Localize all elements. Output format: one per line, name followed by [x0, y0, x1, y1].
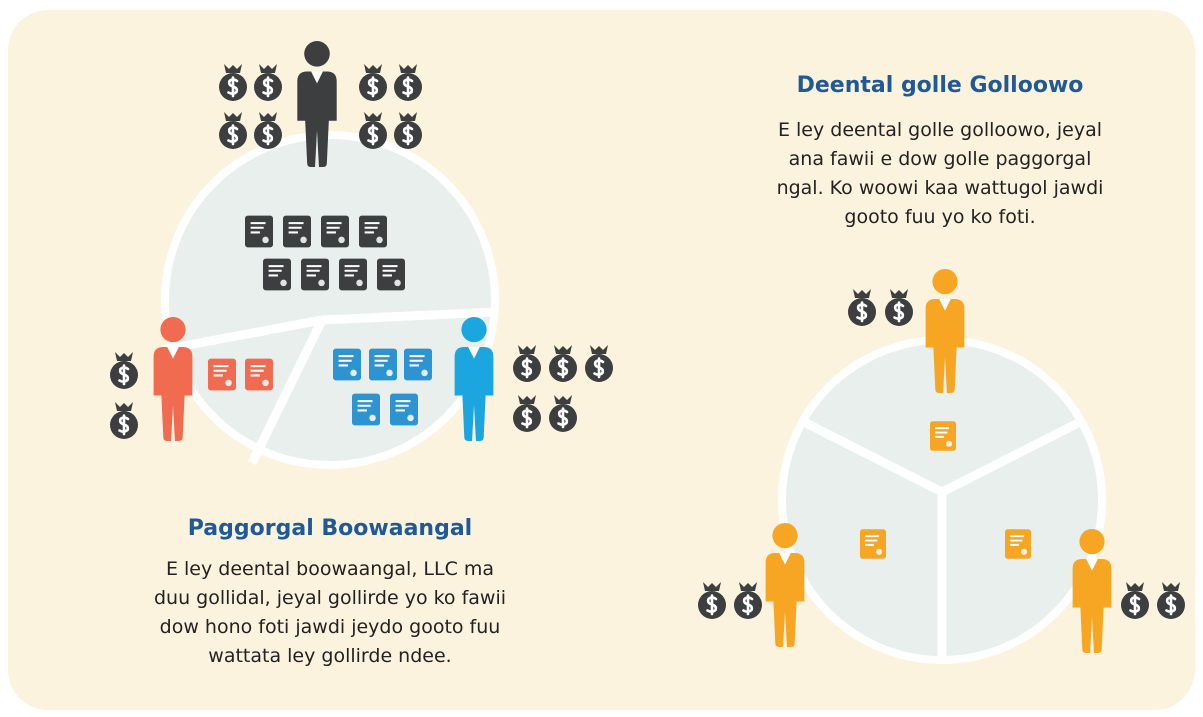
document-icon — [321, 216, 349, 248]
left-text: duu gollidal, jeyal gollirde yo ko fawii — [154, 587, 506, 609]
left-text: E ley deental boowaangal, LLC ma — [166, 558, 494, 580]
right-title: Deental golle Golloowo — [797, 73, 1084, 98]
right-text: ngal. Ko woowi kaa wattugol jawdi — [777, 177, 1104, 199]
right-text: ana fawii e dow golle paggorgal — [789, 148, 1092, 170]
document-icon — [369, 349, 397, 381]
infographic: Paggorgal Boowaangal E ley deental boowa… — [0, 0, 1203, 717]
left-pie — [162, 135, 497, 465]
document-icon — [301, 259, 329, 291]
left-title: Paggorgal Boowaangal — [188, 516, 472, 541]
document-icon — [245, 359, 273, 391]
document-icon — [860, 529, 886, 558]
document-icon — [1005, 529, 1031, 558]
document-icon — [339, 259, 367, 291]
right-text: gooto fuu yo ko foti. — [844, 206, 1035, 228]
document-icon — [359, 216, 387, 248]
document-icon — [352, 394, 380, 426]
left-text: dow hono foti jawdi jeydo gooto fuu — [160, 616, 501, 638]
document-icon — [404, 349, 432, 381]
document-icon — [245, 216, 273, 248]
document-icon — [930, 421, 956, 450]
left-text: wattata ley gollirde ndee. — [208, 645, 451, 667]
document-icon — [333, 349, 361, 381]
document-icon — [208, 359, 236, 391]
right-text: E ley deental golle golloowo, jeyal — [778, 119, 1102, 141]
page: Paggorgal Boowaangal E ley deental boowa… — [0, 0, 1203, 717]
document-icon — [390, 394, 418, 426]
document-icon — [263, 259, 291, 291]
document-icon — [283, 216, 311, 248]
document-icon — [377, 259, 405, 291]
